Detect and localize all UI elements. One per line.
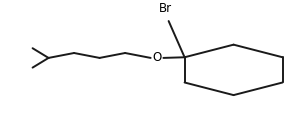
Text: O: O (152, 51, 162, 64)
Text: Br: Br (159, 2, 172, 15)
